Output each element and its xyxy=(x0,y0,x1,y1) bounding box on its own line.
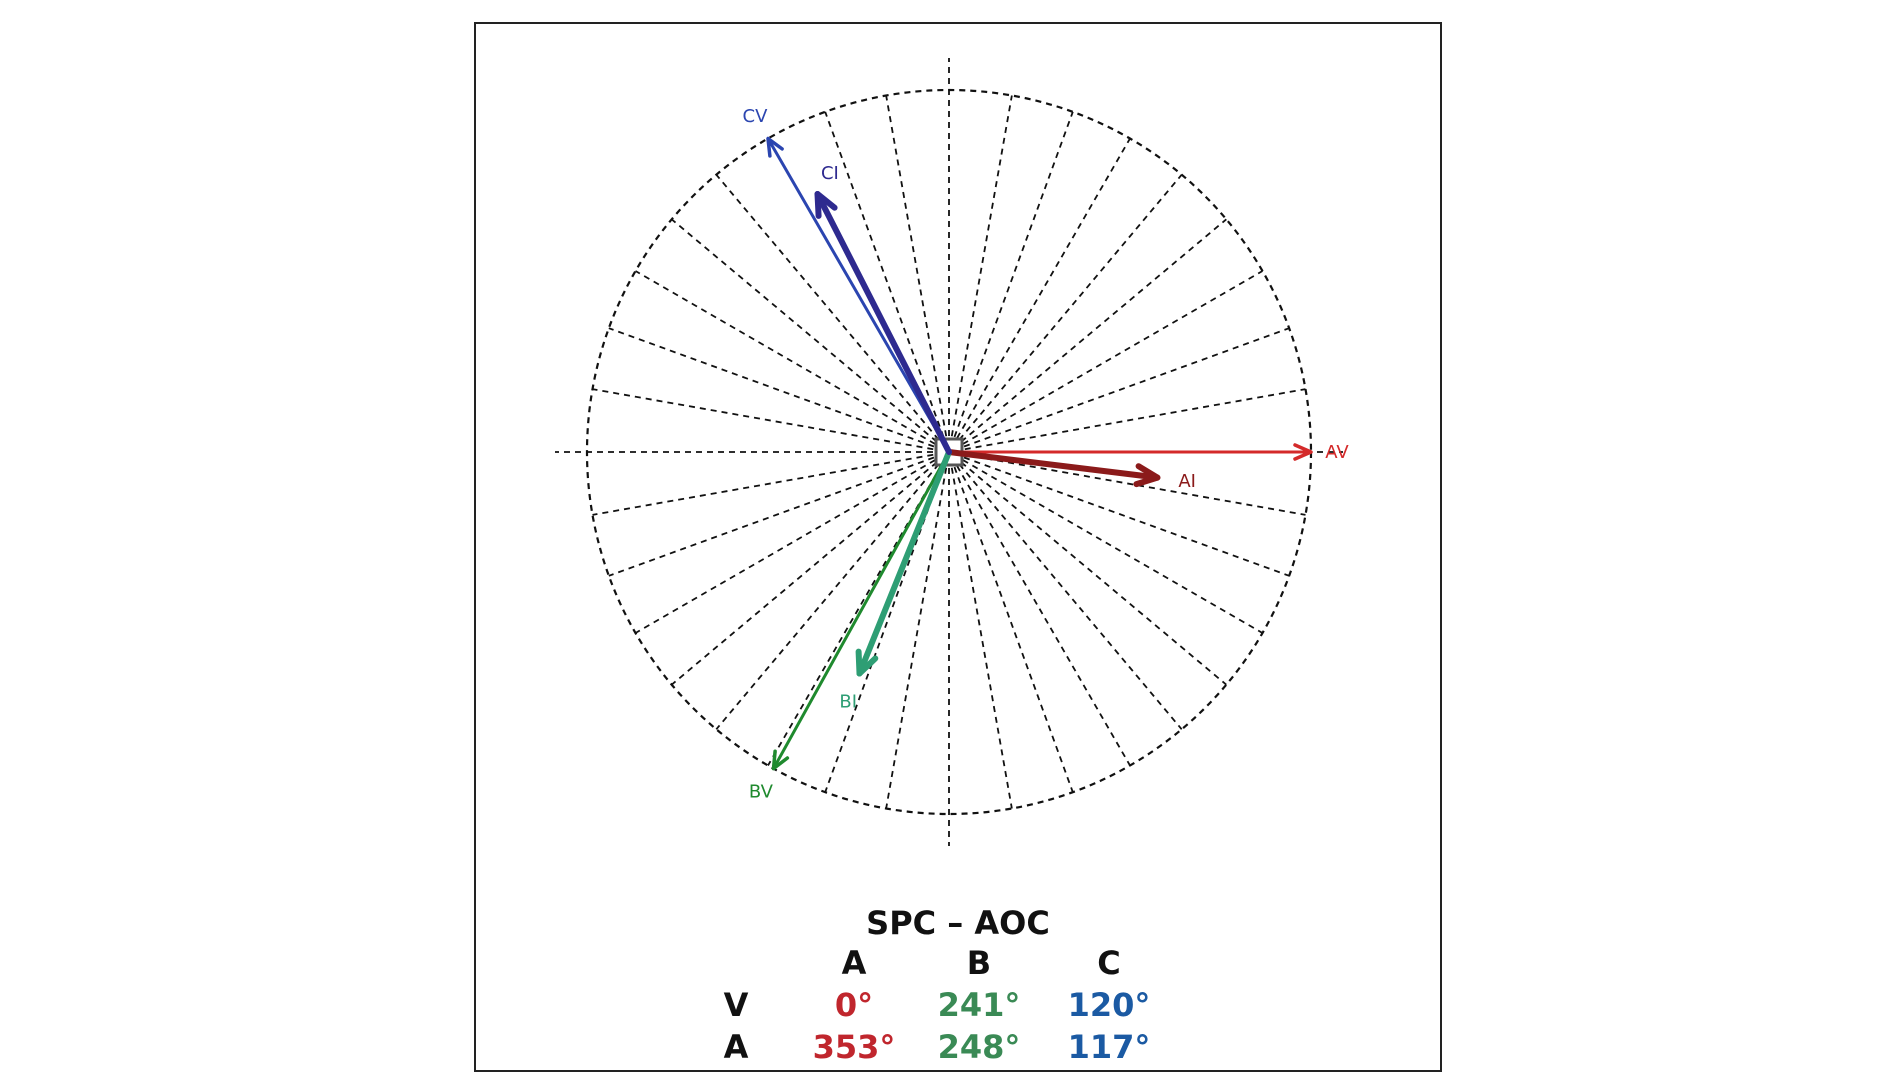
vector-av-label: AV xyxy=(1325,442,1349,463)
grid-radial-line xyxy=(964,388,1306,451)
grid-radial-line xyxy=(962,459,1263,634)
vector-ai-shaft xyxy=(946,449,1161,481)
grid-radial-line xyxy=(960,461,1227,686)
vector-av-arrowhead xyxy=(1293,443,1313,461)
grid-radial-line xyxy=(608,456,935,577)
grid-radial-line xyxy=(608,327,935,448)
column-header-b: B xyxy=(966,944,992,982)
grid-radial-line xyxy=(592,388,934,451)
grid-radial-line xyxy=(960,218,1227,443)
vector-ai-arrowhead xyxy=(1133,463,1161,488)
polar-grid xyxy=(555,58,1343,846)
vector-bv-arrowhead xyxy=(771,749,790,771)
grid-radial-line xyxy=(962,270,1263,445)
grid-radial-line xyxy=(964,453,1306,516)
vector-bv-label: BV xyxy=(749,781,774,802)
grid-radial-line xyxy=(635,270,936,445)
grid-radial-line xyxy=(953,466,1074,793)
value-v-b: 241° xyxy=(937,986,1021,1024)
value-v-c: 120° xyxy=(1067,986,1151,1024)
grid-radial-line xyxy=(963,327,1290,448)
phasor-panel: AV AI BV BI CV CI SPC – AOC A B C V 0° 241° 1… xyxy=(474,22,1442,1072)
vector-ci-shaft xyxy=(814,190,952,455)
grid-radial-line xyxy=(885,467,948,809)
grid-radial-line xyxy=(956,138,1131,439)
grid-radial-line xyxy=(671,461,938,686)
row-label-v: V xyxy=(723,986,749,1024)
grid-radial-line xyxy=(950,95,1013,437)
grid-radial-line xyxy=(715,463,940,730)
value-a-a: 353° xyxy=(812,1028,896,1066)
vector-bi-label: BI xyxy=(839,691,857,712)
column-header-c: C xyxy=(1097,944,1121,982)
grid-radial-line xyxy=(824,111,945,438)
vector-ci-label: CI xyxy=(821,163,839,184)
vector-cv-arrowhead xyxy=(766,136,784,158)
phasor-vectors: AV AI BV BI CV CI xyxy=(743,106,1350,802)
phasor-diagram: AV AI BV BI CV CI xyxy=(555,58,1350,846)
vector-cv-label: CV xyxy=(743,106,769,127)
value-v-a: 0° xyxy=(834,986,874,1024)
grid-radial-line xyxy=(715,174,940,441)
grid-radial-line xyxy=(950,467,1013,809)
vector-bi-arrowhead xyxy=(855,648,879,677)
value-a-b: 248° xyxy=(937,1028,1021,1066)
grid-radial-line xyxy=(953,111,1074,438)
grid-radial-line xyxy=(958,463,1183,730)
grid-radial-line xyxy=(963,456,1290,577)
grid-radial-line xyxy=(671,218,938,443)
grid-radial-line xyxy=(592,453,934,516)
grid-radial-line xyxy=(956,465,1131,766)
vector-bi-shaft xyxy=(856,449,952,677)
grid-radial-line xyxy=(958,174,1183,441)
vector-bv-shaft xyxy=(771,450,951,771)
row-label-a: A xyxy=(723,1028,749,1066)
vector-ai-label: AI xyxy=(1178,471,1196,492)
grid-radial-line xyxy=(635,459,936,634)
grid-radial-line xyxy=(885,95,948,437)
vector-ci-arrowhead xyxy=(814,191,838,219)
value-a-c: 117° xyxy=(1067,1028,1151,1066)
column-header-a: A xyxy=(841,944,867,982)
table-title: SPC – AOC xyxy=(866,904,1050,942)
vector-cv-shaft xyxy=(766,136,951,454)
